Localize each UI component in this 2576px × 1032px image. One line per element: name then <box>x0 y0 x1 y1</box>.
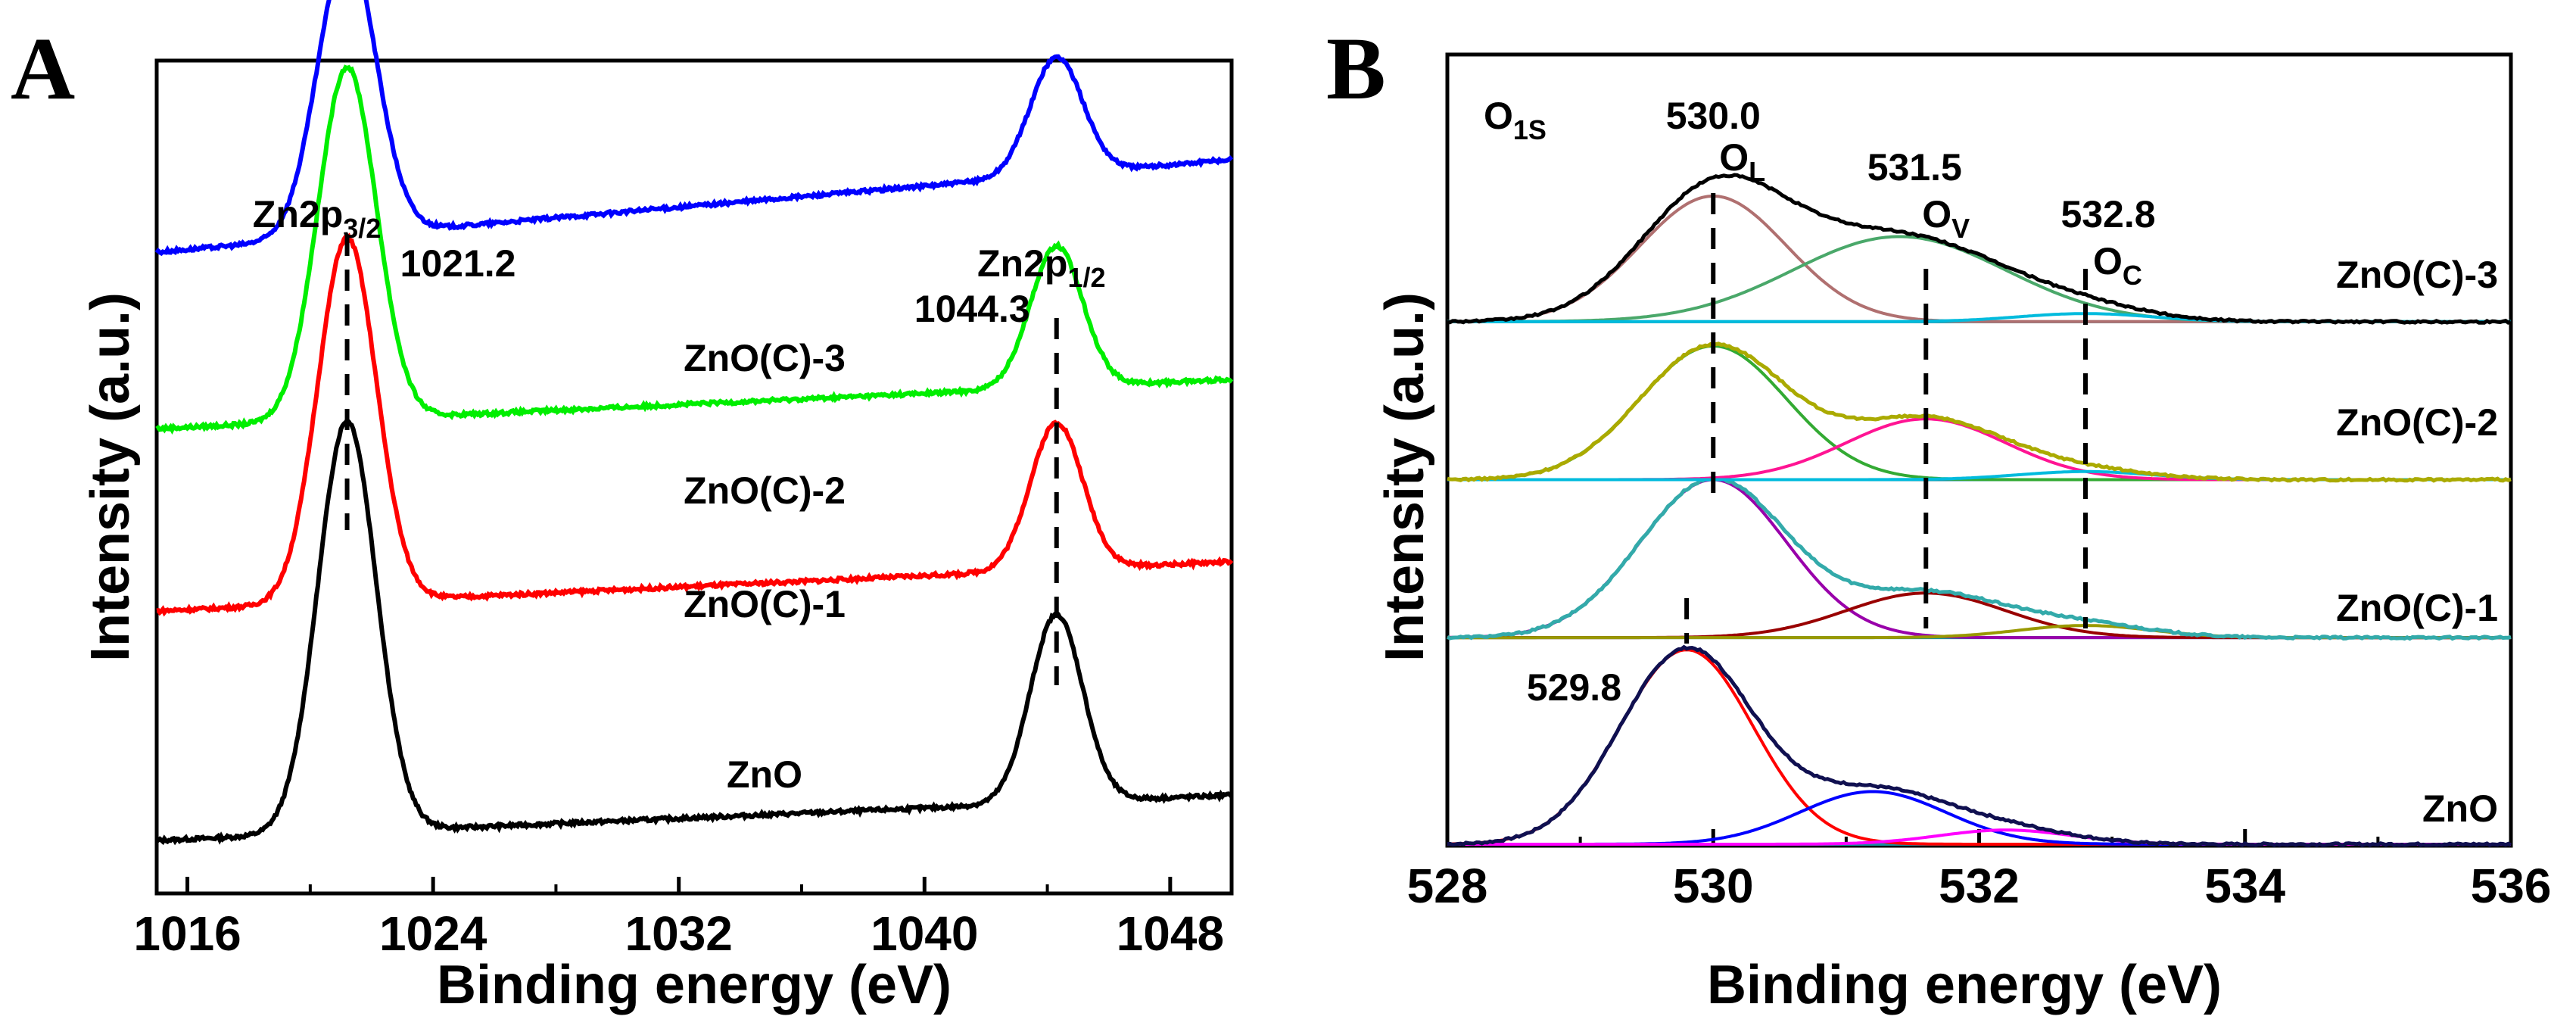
peak-label-zn2p1-2: Zn2p1/2 <box>977 242 1105 293</box>
panel-b-x-axis-title: Binding energy (eV) <box>1707 955 2222 1015</box>
x-tick-label-1024: 1024 <box>379 906 487 961</box>
series-line-zno-c-1 <box>156 232 1234 617</box>
series-label-zno: ZnO <box>727 753 802 796</box>
series-label-zno-c-3: ZnO(C)-3 <box>684 337 846 379</box>
panel-a-x-axis-title: Binding energy (eV) <box>437 955 952 1015</box>
peak-label-o-l: OL <box>1719 136 1765 187</box>
panel-a: A 1016 1024 1032 1040 1048 ZnO(C)-3ZnO(C)-2Z… <box>11 0 1234 1015</box>
series-line-zno <box>156 416 1234 846</box>
panel-a-x-ticks: 1016 1024 1032 1040 1048 <box>133 877 1224 961</box>
panel-b-x-ticks: 528 530 532 534 536 <box>1407 829 2552 913</box>
panel-b: B O1S 528 530 532 534 536 ZnO ZnO(C)-1 ZnO(C)-… <box>1326 19 2551 1015</box>
peak-value-1021: 1021.2 <box>400 242 516 285</box>
envelope-zno-c-3 <box>1447 173 2512 325</box>
x-tick-label-1016: 1016 <box>133 906 241 961</box>
panel-b-title: O1S <box>1484 95 1547 145</box>
panel-a-series <box>154 0 1234 846</box>
panel-b-letter: B <box>1326 19 1386 118</box>
x-tick-label-530: 530 <box>1673 859 1754 913</box>
panel-b-frame <box>1445 52 2513 848</box>
x-tick-label-1032: 1032 <box>625 906 733 961</box>
peak-value-532-8: 532.8 <box>2060 193 2155 235</box>
panel-a-annotations: ZnO(C)-3 ZnO(C)-2 ZnO(C)-1 ZnO Zn2p3/2 1021.2… <box>253 193 1106 796</box>
x-tick-label-528: 528 <box>1407 859 1488 913</box>
series-label-zno-c-1: ZnO(C)-1 <box>684 583 846 625</box>
peak-label-zn2p3-2: Zn2p3/2 <box>253 193 381 244</box>
peak-value-530-0: 530.0 <box>1666 95 1761 137</box>
x-tick-label-1040: 1040 <box>871 906 978 961</box>
series-label-zno: ZnO <box>2422 787 2498 830</box>
panel-a-letter: A <box>11 19 75 118</box>
peak-label-o-c: OC <box>2093 240 2142 291</box>
series-label-zno-c-2: ZnO(C)-2 <box>2336 401 2498 444</box>
series-label-zno-c-2: ZnO(C)-2 <box>684 469 846 512</box>
x-tick-label-534: 534 <box>2204 859 2285 913</box>
panel-b-series <box>1446 173 2512 847</box>
series-label-zno-c-3: ZnO(C)-3 <box>2336 254 2498 296</box>
panel-b-y-axis-title: Intensity (a.u.) <box>1375 292 1435 662</box>
series-line-zno-c-2 <box>155 64 1234 435</box>
peak-value-1044: 1044.3 <box>914 288 1030 330</box>
envelope-zno-c-2 <box>1447 341 2512 483</box>
series-label-zno-c-1: ZnO(C)-1 <box>2336 587 2498 629</box>
peak-label-o-v: OV <box>1922 193 1970 244</box>
envelope-zno-c-1 <box>1446 476 2512 641</box>
x-tick-label-536: 536 <box>2471 859 2552 913</box>
peak-value-529-8: 529.8 <box>1527 666 1621 709</box>
series-line-zno-c-3 <box>154 0 1234 257</box>
peak-value-531-5: 531.5 <box>1867 146 1962 189</box>
x-tick-label-532: 532 <box>1939 859 2020 913</box>
x-tick-label-1048: 1048 <box>1117 906 1224 961</box>
envelope-zno <box>1447 644 2512 847</box>
panel-a-frame <box>154 58 1234 896</box>
panel-a-y-axis-title: Intensity (a.u.) <box>80 292 141 662</box>
